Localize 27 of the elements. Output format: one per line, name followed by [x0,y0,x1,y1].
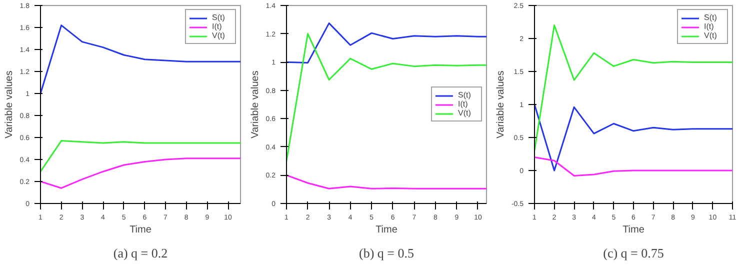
y-axis-title: Variable values [495,70,506,138]
legend-label: I(t) [212,22,223,31]
legend-label: S(t) [458,90,472,100]
line-series [534,156,732,177]
legend-label: I(t) [458,100,469,108]
x-axis-title: Time [622,224,645,236]
line-series [286,22,486,64]
line-series [40,158,240,189]
legend-label: V(t) [458,108,472,118]
x-axis-title: Time [376,224,398,236]
line-series [286,174,486,190]
line-series [286,33,486,162]
text: (a) q = 0.2 [113,246,168,260]
line-series [534,24,732,152]
x-axis-title: Time [130,224,152,236]
line-series [40,24,240,94]
y-axis-title: Variable values [250,70,261,138]
legend-label: S(t) [212,13,226,22]
legend-label: S(t) [704,13,718,22]
text: (c) q = 0.75 [603,246,664,260]
legend-label: I(t) [704,22,715,31]
y-axis-title: Variable values [4,70,15,138]
legend-label: V(t) [212,31,226,40]
line-series [40,140,240,172]
legend-label: V(t) [704,31,718,40]
text: (b) q = 0.5 [359,246,414,260]
line-series [534,104,732,172]
